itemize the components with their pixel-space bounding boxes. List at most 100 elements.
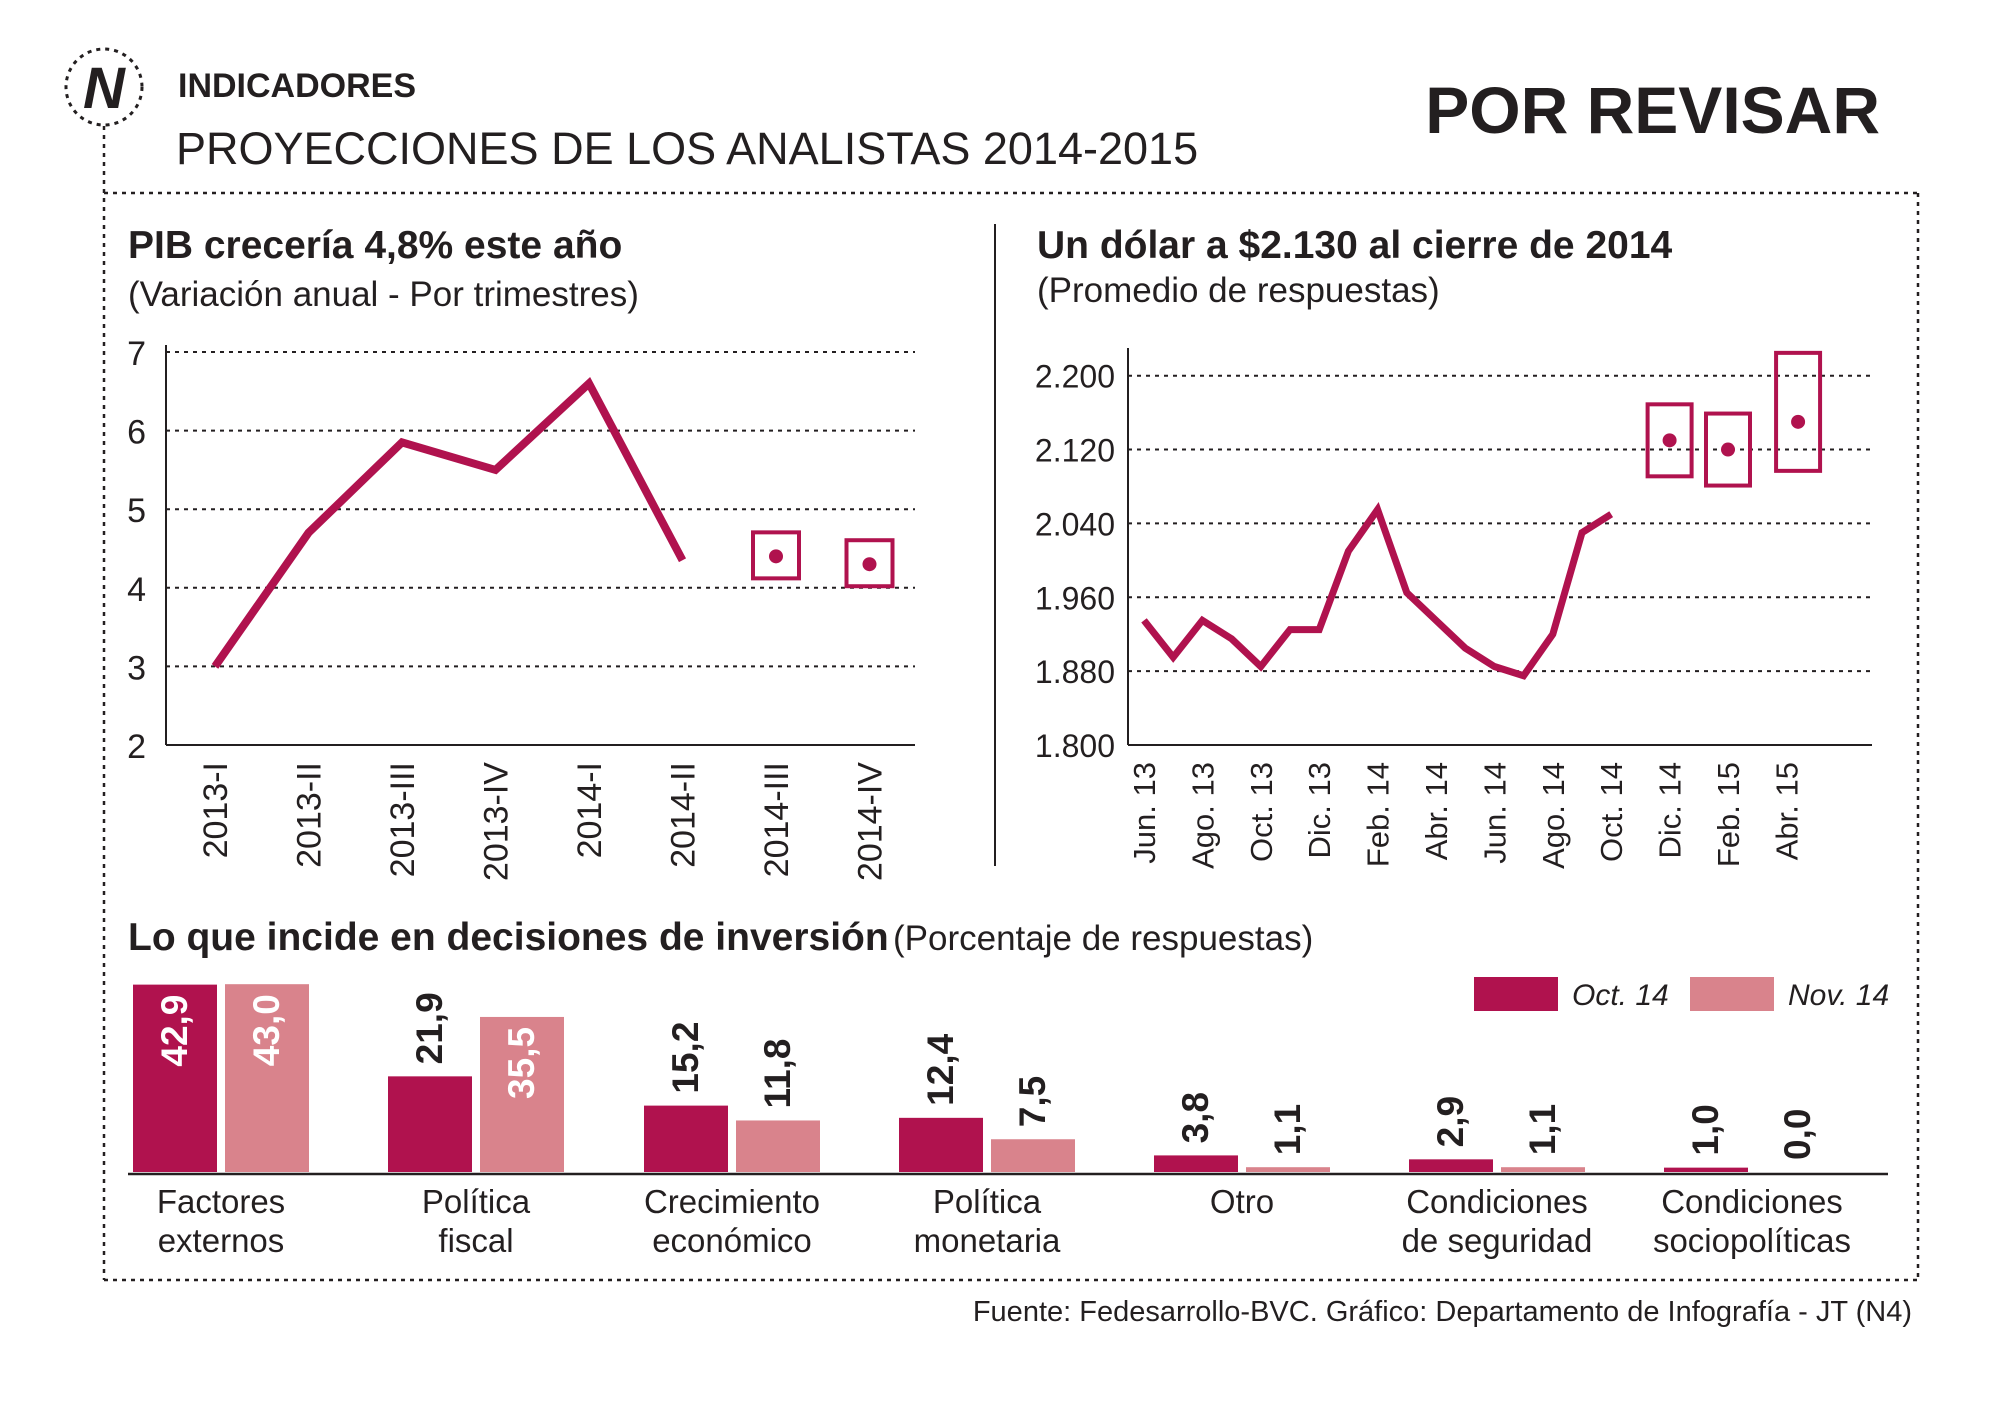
page-subtitle: PROYECCIONES DE LOS ANALISTAS 2014-2015	[176, 123, 1198, 174]
investment-bar	[225, 984, 309, 1172]
gdp-x-tick-label: 2014-III	[758, 762, 796, 877]
investment-categories: FactoresexternosPolíticafiscalCrecimient…	[157, 1183, 1851, 1259]
investment-category-label: Otro	[1210, 1183, 1274, 1220]
fx-projection-box	[1704, 411, 1752, 488]
investment-category-label: Condiciones	[1661, 1183, 1843, 1220]
investment-data-label: 3,8	[1175, 1092, 1216, 1143]
fx-chart-title: Un dólar a $2.130 al cierre de 2014	[1037, 224, 1673, 267]
fx-x-tick-label: Jun. 14	[1477, 762, 1512, 864]
investment-legend: Oct. 14 Nov. 14	[1474, 977, 1889, 1012]
investment-bar	[899, 1117, 983, 1172]
investment-category-label: Política	[422, 1183, 531, 1220]
investment-bar	[644, 1105, 728, 1172]
investment-bar	[133, 984, 217, 1172]
fx-y-tick-label: 1.800	[1035, 728, 1115, 764]
investment-bar	[1409, 1159, 1493, 1172]
fx-line-observed	[1141, 501, 1614, 680]
investment-bar	[736, 1120, 820, 1172]
fx-chart: Un dólar a $2.130 al cierre de 2014 (Pro…	[1035, 224, 1872, 869]
fx-y-tick-label: 2.040	[1035, 506, 1115, 542]
investment-category-label: Condiciones	[1406, 1183, 1588, 1220]
fx-gridlines	[1128, 374, 1872, 673]
investment-category-label: sociopolíticas	[1653, 1222, 1851, 1259]
fx-x-tick-label: Ago. 13	[1185, 762, 1220, 869]
fx-projection-point	[1662, 433, 1677, 448]
gdp-y-tick-label: 2	[127, 728, 146, 766]
investment-chart-subtitle: (Porcentaje de respuestas)	[893, 919, 1313, 958]
logo-letter: N	[83, 56, 126, 121]
investment-category-label: monetaria	[914, 1222, 1061, 1259]
fx-x-tick-label: Feb. 15	[1711, 762, 1746, 867]
fx-data-marks	[1141, 350, 1823, 680]
investment-data-label: 15,2	[665, 1022, 706, 1094]
investment-category-label: externos	[158, 1222, 285, 1259]
gdp-projection-point	[769, 549, 783, 564]
investment-bar	[480, 1016, 564, 1172]
fx-x-tick-label: Abr. 14	[1419, 762, 1454, 860]
investment-data-label: 42,9	[154, 995, 195, 1067]
gdp-x-tick-label: 2014-I	[571, 762, 609, 858]
fx-chart-subtitle: (Promedio de respuestas)	[1037, 271, 1440, 310]
fx-x-tick-label: Jun. 13	[1127, 762, 1162, 864]
investment-bar	[991, 1139, 1075, 1172]
fx-x-tick-label: Dic. 13	[1302, 762, 1337, 858]
investment-category-label: Factores	[157, 1183, 285, 1220]
fx-y-tick-label: 1.880	[1035, 654, 1115, 690]
investment-data-label: 43,0	[246, 994, 287, 1066]
investment-data-label: 7,5	[1012, 1076, 1053, 1127]
section-title: INDICADORES	[178, 67, 416, 105]
investment-category-label: de seguridad	[1402, 1222, 1593, 1259]
legend-swatch	[1690, 977, 1774, 1011]
investment-category-label: económico	[652, 1222, 812, 1259]
gdp-x-tick-label: 2013-III	[384, 762, 422, 877]
investment-bar	[1664, 1167, 1748, 1172]
logo-ring-icon	[64, 47, 144, 127]
gdp-y-tick-label: 6	[127, 414, 146, 452]
gdp-x-tick-label: 2014-II	[665, 762, 703, 868]
investment-category-label: Crecimiento	[644, 1183, 820, 1220]
gdp-projection-point	[862, 557, 877, 572]
gdp-y-tick-label: 3	[127, 649, 146, 687]
fx-y-tick-label: 2.200	[1035, 359, 1115, 395]
investment-bar	[1501, 1167, 1585, 1172]
gdp-chart-title: PIB crecería 4,8% este año	[128, 224, 622, 267]
investment-category-label: Política	[933, 1183, 1042, 1220]
fx-projection-box	[1645, 402, 1694, 479]
gdp-data-marks	[211, 376, 895, 669]
gdp-x-tick-label: 2013-I	[197, 762, 235, 858]
fx-x-tick-label: Oct. 14	[1594, 762, 1629, 862]
gdp-chart-subtitle: (Variación anual - Por trimestres)	[128, 275, 639, 314]
dotted-frame	[102, 126, 1920, 1282]
fx-projection-point	[1721, 442, 1735, 457]
fx-x-tick-label: Dic. 14	[1653, 762, 1688, 858]
fx-y-tick-label: 2.120	[1035, 433, 1115, 469]
investment-data-label: 1,0	[1685, 1104, 1726, 1155]
fx-x-tick-label: Feb. 14	[1361, 762, 1396, 867]
investment-category-label: fiscal	[438, 1222, 513, 1259]
fx-y-tick-label: 1.960	[1035, 580, 1115, 616]
gdp-y-tick-label: 5	[127, 492, 146, 530]
fx-x-tick-label: Oct. 13	[1244, 762, 1279, 862]
legend-swatch	[1474, 977, 1558, 1011]
investment-data-label: 12,4	[920, 1033, 961, 1105]
investment-chart: Lo que incide en decisiones de inversión…	[128, 916, 1889, 1259]
investment-data-label: 1,1	[1267, 1104, 1308, 1155]
investment-bar	[1154, 1155, 1238, 1172]
fx-x-tick-label: Abr. 15	[1769, 762, 1804, 860]
legend-label: Nov. 14	[1788, 979, 1889, 1012]
legend-label: Oct. 14	[1572, 979, 1669, 1012]
investment-data-label: 1,1	[1522, 1104, 1563, 1155]
investment-bar	[388, 1076, 472, 1172]
footer-source: Fuente: Fedesarrollo-BVC. Gráfico: Depar…	[973, 1296, 1912, 1328]
gdp-gridlines	[166, 351, 915, 668]
fx-projection-point	[1791, 414, 1806, 429]
fx-x-tick-label: Ago. 14	[1536, 762, 1571, 869]
gdp-y-tick-label: 7	[127, 335, 146, 373]
gdp-x-tick-label: 2013-II	[291, 762, 329, 868]
gdp-y-tick-label: 4	[127, 571, 146, 609]
stamp-title: POR REVISAR	[1425, 73, 1880, 147]
investment-data-label: 2,9	[1430, 1096, 1471, 1147]
investment-data-label: 21,9	[409, 992, 450, 1064]
gdp-projection-box	[844, 538, 895, 589]
fx-projection-box	[1774, 350, 1823, 473]
